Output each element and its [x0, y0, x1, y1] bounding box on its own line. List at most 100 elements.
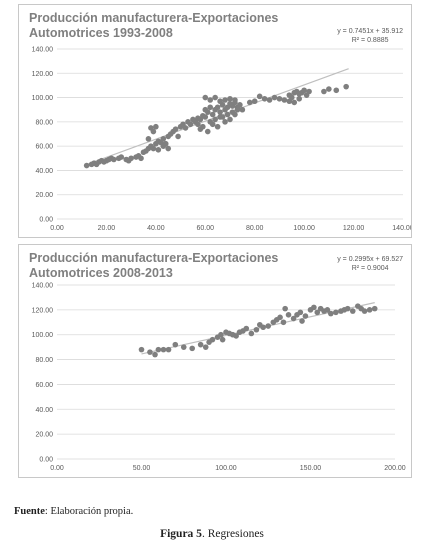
data-point	[297, 309, 304, 316]
y-tick-label: 140.00	[32, 47, 54, 54]
data-point	[233, 333, 239, 339]
y-tick-label: 0.00	[39, 457, 53, 464]
data-point	[83, 162, 90, 169]
data-point	[189, 345, 195, 352]
data-point	[327, 310, 334, 317]
x-tick-label: 100.00	[293, 225, 315, 232]
y-tick-label: 40.00	[35, 407, 53, 414]
source-label: Fuente	[14, 506, 45, 517]
y-tick-label: 100.00	[32, 332, 54, 339]
data-point	[333, 309, 339, 316]
data-point	[232, 97, 238, 103]
chart-1993-2008: Producción manufacturera-Exportaciones A…	[18, 4, 412, 238]
data-point	[291, 99, 298, 106]
data-point	[209, 336, 216, 343]
data-point	[195, 121, 201, 128]
regression-equation: y = 0.2995x + 69.527	[337, 256, 403, 263]
data-point	[207, 97, 214, 103]
data-point	[290, 315, 297, 322]
data-point	[214, 123, 221, 130]
data-point	[219, 114, 226, 120]
data-point	[182, 125, 189, 131]
data-point	[229, 109, 236, 115]
data-point	[202, 114, 209, 120]
x-tick-label: 40.00	[147, 225, 165, 232]
data-point	[150, 145, 157, 152]
regression-box: y = 0.7451x + 35.912 R² = 0.8885	[337, 27, 403, 45]
source-text: : Elaboración propia.	[44, 506, 134, 517]
data-point	[217, 109, 223, 115]
x-tick-label: 50.00	[133, 465, 151, 472]
data-point	[150, 128, 157, 135]
x-tick-label: 100.00	[215, 465, 237, 472]
data-point	[285, 312, 292, 318]
data-point	[371, 305, 378, 312]
y-tick-label: 0.00	[39, 217, 53, 224]
y-tick-label: 120.00	[32, 71, 54, 78]
y-tick-label: 20.00	[35, 192, 53, 199]
data-point	[165, 346, 172, 353]
data-point	[153, 123, 159, 130]
data-point	[219, 336, 226, 343]
data-point	[180, 344, 187, 350]
figure-label: Figura 5	[160, 528, 202, 540]
data-point	[243, 325, 250, 332]
data-point	[207, 104, 214, 111]
data-point	[214, 104, 221, 111]
data-point	[212, 94, 218, 101]
y-tick-label: 20.00	[35, 432, 53, 439]
data-point	[237, 102, 243, 108]
data-point	[261, 95, 268, 102]
x-tick-label: 80.00	[246, 225, 264, 232]
data-point	[165, 145, 172, 152]
data-point	[276, 95, 283, 102]
data-point	[324, 307, 331, 313]
data-point	[160, 136, 167, 142]
data-point	[145, 136, 152, 142]
data-point	[302, 313, 309, 319]
data-point	[251, 98, 258, 105]
data-point	[271, 94, 278, 101]
data-point	[209, 111, 216, 118]
data-point	[239, 106, 246, 113]
data-point	[218, 331, 224, 338]
chart-title-line2: Automotrices 2008-2013	[29, 266, 173, 280]
data-point	[265, 323, 272, 329]
data-point	[155, 146, 162, 153]
y-tick-label: 120.00	[32, 307, 54, 314]
data-point	[138, 155, 144, 162]
y-tick-label: 60.00	[35, 382, 53, 389]
data-point	[256, 93, 263, 100]
data-point	[204, 109, 211, 115]
data-point	[314, 309, 321, 316]
data-point	[202, 94, 209, 101]
data-point	[333, 87, 340, 94]
data-point	[234, 106, 241, 113]
x-tick-label: 0.00	[50, 465, 64, 472]
data-point	[286, 98, 293, 105]
x-tick-label: 200.00	[384, 465, 406, 472]
data-point	[253, 326, 260, 333]
y-tick-label: 80.00	[35, 357, 53, 364]
data-point	[155, 346, 162, 353]
data-point	[326, 86, 332, 92]
data-point	[187, 121, 194, 128]
data-point	[224, 111, 231, 118]
data-point	[118, 154, 125, 160]
data-point	[212, 116, 218, 123]
r-squared: R² = 0.8885	[351, 37, 389, 44]
data-point	[138, 346, 145, 353]
data-point	[266, 97, 273, 103]
data-point	[299, 318, 305, 324]
data-point	[321, 88, 327, 95]
data-point	[222, 97, 228, 103]
data-point	[172, 341, 179, 348]
x-tick-label: 0.00	[50, 225, 64, 232]
regression-equation: y = 0.7451x + 35.912	[337, 28, 403, 35]
y-tick-label: 80.00	[35, 119, 53, 126]
data-point	[343, 83, 349, 90]
data-point	[222, 119, 228, 125]
chart-title-line1: Producción manufacturera-Exportaciones	[29, 251, 279, 265]
data-point	[349, 308, 356, 314]
data-point	[301, 87, 307, 94]
